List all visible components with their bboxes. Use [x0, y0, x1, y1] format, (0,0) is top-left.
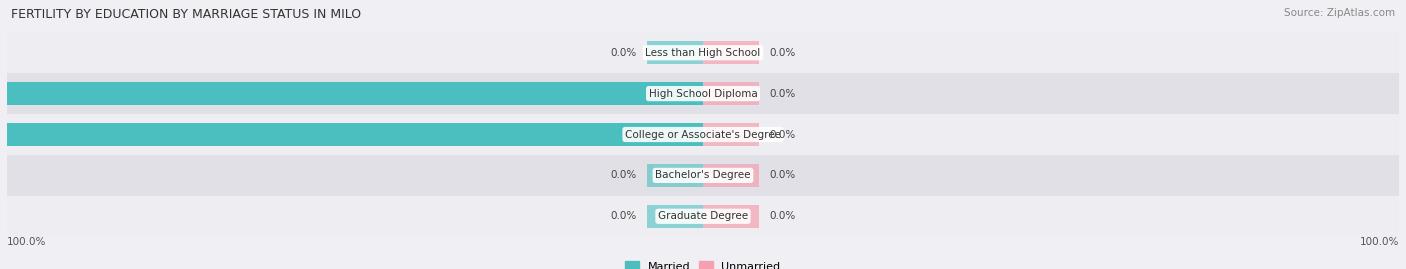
Text: High School Diploma: High School Diploma	[648, 89, 758, 99]
Bar	[647, 164, 703, 187]
Bar	[703, 205, 759, 228]
Text: Bachelor's Degree: Bachelor's Degree	[655, 170, 751, 180]
Text: 0.0%: 0.0%	[769, 170, 796, 180]
Text: FERTILITY BY EDUCATION BY MARRIAGE STATUS IN MILO: FERTILITY BY EDUCATION BY MARRIAGE STATU…	[11, 8, 361, 21]
Bar	[703, 164, 759, 187]
Text: Graduate Degree: Graduate Degree	[658, 211, 748, 221]
Text: 100.0%: 100.0%	[7, 237, 46, 247]
Bar	[7, 114, 1399, 155]
Text: 100.0%: 100.0%	[1360, 237, 1399, 247]
Bar	[703, 82, 759, 105]
Bar	[7, 32, 1399, 73]
Text: 0.0%: 0.0%	[769, 129, 796, 140]
Bar	[703, 123, 759, 146]
Bar	[647, 41, 703, 64]
Text: 0.0%: 0.0%	[610, 211, 637, 221]
Text: 0.0%: 0.0%	[769, 48, 796, 58]
Bar	[647, 205, 703, 228]
Text: 0.0%: 0.0%	[610, 48, 637, 58]
Text: 0.0%: 0.0%	[769, 211, 796, 221]
Bar	[7, 155, 1399, 196]
Legend: Married, Unmarried: Married, Unmarried	[621, 257, 785, 269]
Text: College or Associate's Degree: College or Associate's Degree	[626, 129, 780, 140]
Bar	[7, 123, 703, 146]
Text: 0.0%: 0.0%	[610, 170, 637, 180]
Text: Less than High School: Less than High School	[645, 48, 761, 58]
Bar	[703, 41, 759, 64]
Text: 0.0%: 0.0%	[769, 89, 796, 99]
Bar	[7, 73, 1399, 114]
Bar	[7, 82, 703, 105]
Bar	[7, 196, 1399, 237]
Text: Source: ZipAtlas.com: Source: ZipAtlas.com	[1284, 8, 1395, 18]
